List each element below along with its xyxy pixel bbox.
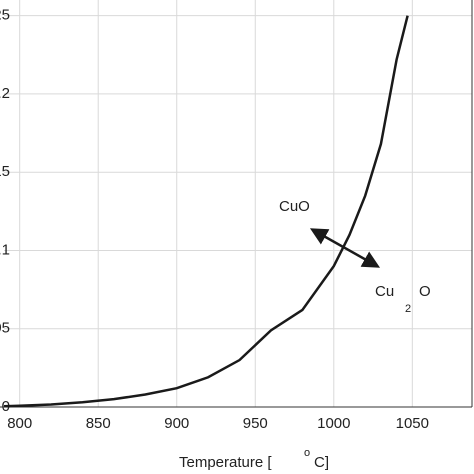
y-tick-label: 0.15: [0, 163, 10, 180]
x-tick-label: 1000: [317, 415, 350, 432]
y-tick-label: 0.25: [0, 7, 10, 24]
annotation: O: [419, 283, 431, 300]
y-tick-label: 0.05: [0, 320, 10, 337]
x-tick-label: 1050: [396, 415, 429, 432]
annotation: CuO: [279, 198, 310, 215]
arrow: [309, 228, 381, 268]
x-axis-label: Temperature [: [179, 454, 272, 471]
y-tick-label: 0.1: [0, 241, 10, 258]
x-axis-label: C]: [314, 454, 329, 471]
grid: [4, 0, 472, 408]
x-tick-label: 800: [7, 415, 32, 432]
x-axis-label-sup: o: [304, 447, 310, 459]
annotation: Cu: [375, 283, 394, 300]
x-tick-label: 850: [86, 415, 111, 432]
annotation-sub: 2: [405, 303, 411, 315]
y-tick-label: 0.2: [0, 85, 10, 102]
x-tick-label: 950: [243, 415, 268, 432]
line: [3, 15, 409, 408]
x-tick-label: 900: [164, 415, 189, 432]
